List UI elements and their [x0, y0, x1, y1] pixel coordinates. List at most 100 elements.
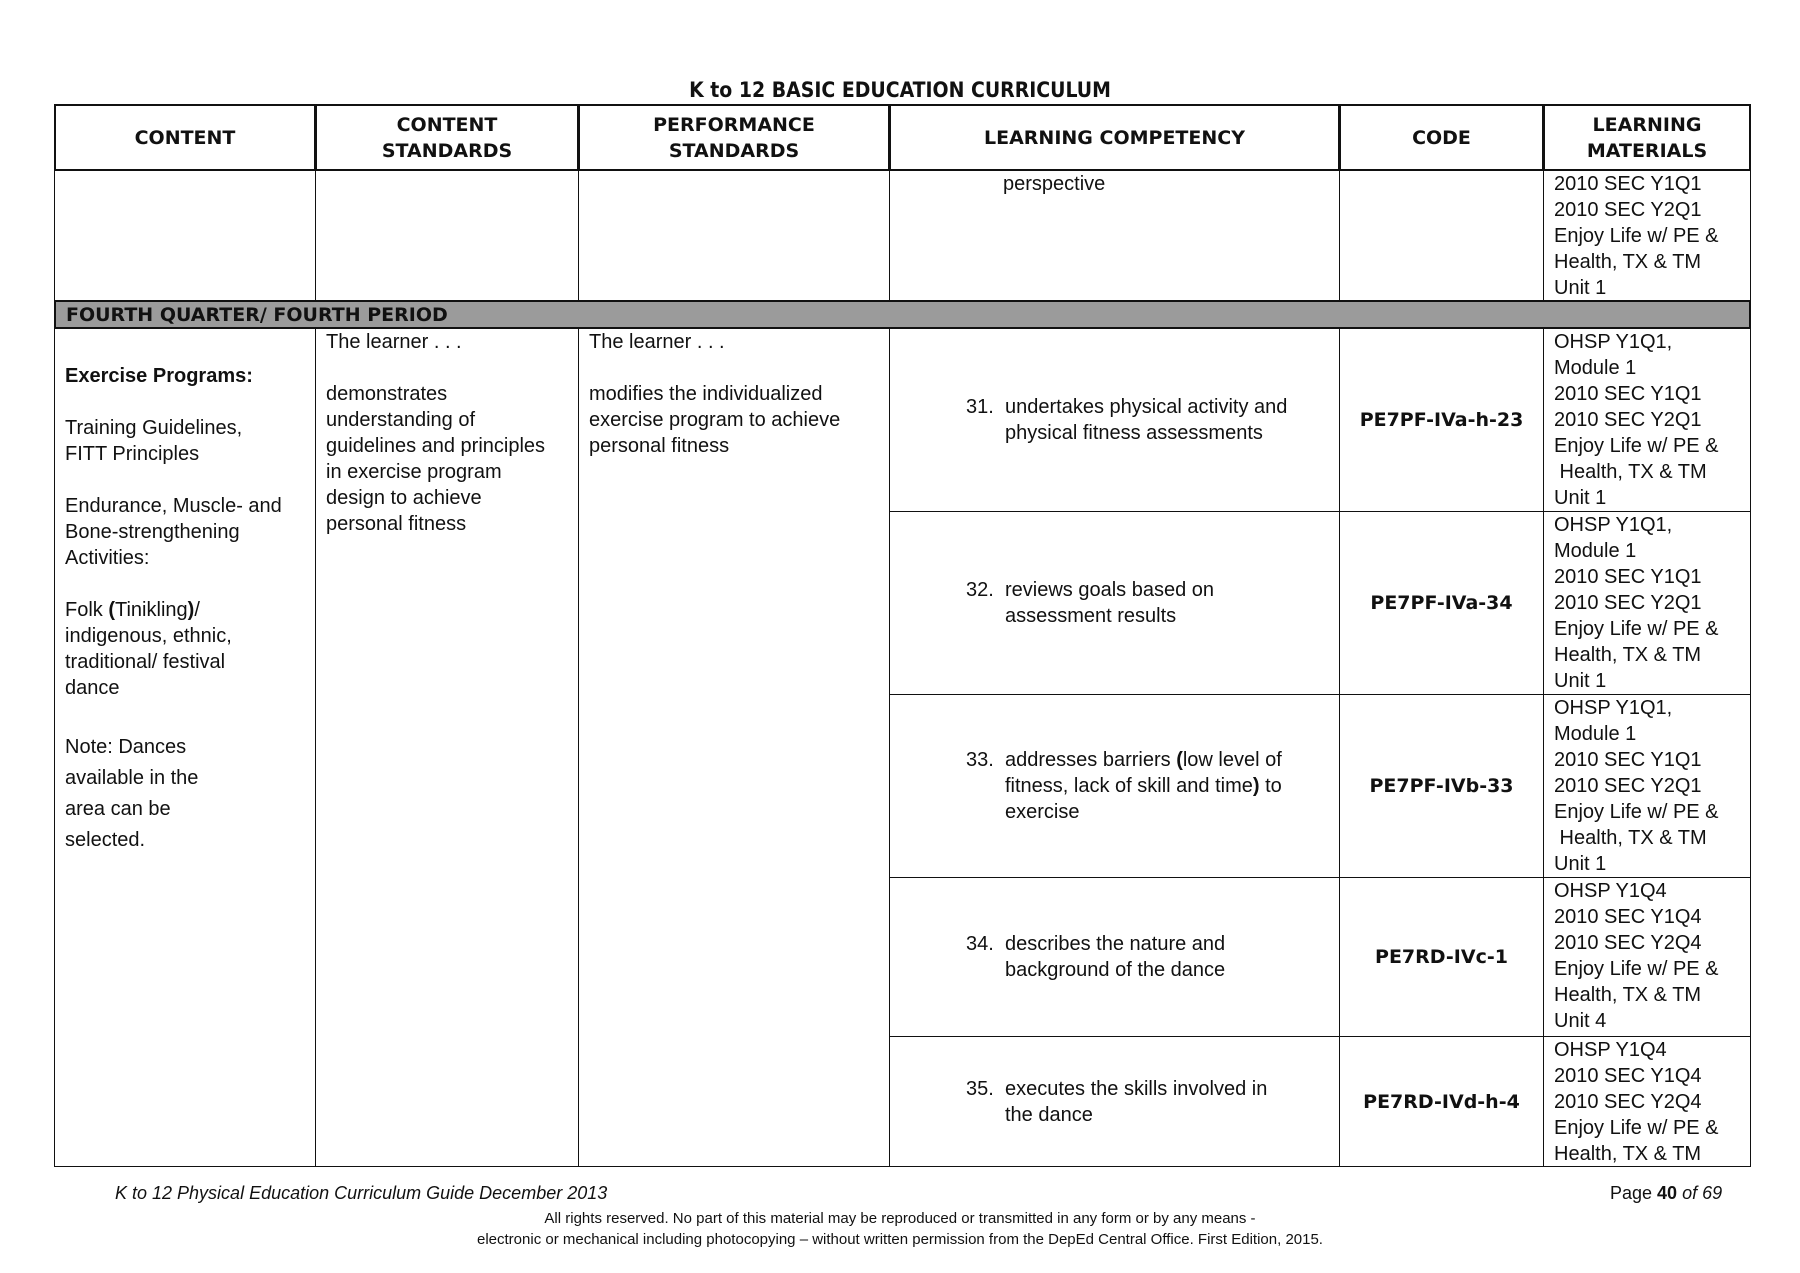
content-line: indigenous, ethnic,: [65, 625, 232, 647]
carryover-competency: perspective: [889, 170, 1340, 301]
page-number: Page 40 of 69: [1610, 1183, 1722, 1204]
content-line: Folk (Tinikling)/: [65, 597, 305, 623]
text: (: [1176, 749, 1183, 771]
header-code: CODE: [1339, 104, 1544, 171]
code-text: PE7PF-IVa-h-23: [1359, 409, 1524, 431]
content-standards-cell: The learner . . . demonstrates understan…: [315, 328, 579, 1167]
text: Page: [1610, 1183, 1658, 1203]
materials-31: OHSP Y1Q1, Module 1 2010 SEC Y1Q1 2010 SEC …: [1543, 328, 1751, 512]
material-line: Health, TX & TM: [1554, 251, 1702, 273]
content-line: Activities:: [65, 547, 150, 569]
material-line: 2010 SEC Y2Q1: [1554, 592, 1702, 614]
material-line: OHSP Y1Q1,: [1554, 331, 1673, 353]
competency-31: 31. undertakes physical activity and phys…: [889, 328, 1340, 512]
standards-line: in exercise program: [326, 461, 502, 483]
code-34: PE7RD-IVc-1: [1339, 877, 1544, 1037]
header-label: LEARNING COMPETENCY: [984, 126, 1245, 149]
material-line: Unit 1: [1554, 670, 1607, 692]
material-line: Enjoy Life w/ PE &: [1554, 225, 1719, 247]
section-label: FOURTH QUARTER/ FOURTH PERIOD: [66, 304, 448, 326]
document-title: K to 12 BASIC EDUCATION CURRICULUM: [689, 78, 1111, 102]
copyright-line: All rights reserved. No part of this mat…: [544, 1210, 1256, 1227]
text: Folk: [65, 599, 109, 621]
competency-33: 33. addresses barriers (low level of fit…: [889, 694, 1340, 878]
materials-35: OHSP Y1Q4 2010 SEC Y1Q4 2010 SEC Y2Q4 Enjoy…: [1543, 1036, 1751, 1167]
code-text: PE7PF-IVa-34: [1370, 592, 1513, 614]
competency-line: undertakes physical activity and: [1005, 396, 1288, 418]
code-text: PE7RD-IVc-1: [1375, 946, 1508, 968]
material-line: OHSP Y1Q1,: [1554, 697, 1673, 719]
competency-line: assessment results: [1005, 605, 1177, 627]
competency-line: fitness, lack of skill and time) to: [1005, 773, 1282, 799]
materials-34: OHSP Y1Q4 2010 SEC Y1Q4 2010 SEC Y2Q4 Enjoy…: [1543, 877, 1751, 1037]
competency-number: 31.: [966, 396, 994, 418]
competency-34: 34. describes the nature and background o…: [889, 877, 1340, 1037]
content-line: Bone-strengthening: [65, 521, 240, 543]
material-line: Health, TX & TM: [1554, 827, 1707, 849]
competency-line: addresses barriers (low level of: [1005, 747, 1282, 773]
content-heading: Exercise Programs:: [65, 365, 253, 387]
content-line: FITT Principles: [65, 443, 200, 465]
competency-number: 33.: [966, 749, 994, 771]
standards-line: personal fitness: [326, 513, 467, 535]
material-line: Module 1: [1554, 723, 1637, 745]
material-line: 2010 SEC Y2Q4: [1554, 932, 1702, 954]
header-learning-competency: LEARNING COMPETENCY: [889, 104, 1340, 171]
competency-line: the dance: [1005, 1103, 1093, 1126]
content-line: Endurance, Muscle- and: [65, 495, 282, 517]
materials-33: OHSP Y1Q1, Module 1 2010 SEC Y1Q1 2010 SEC …: [1543, 694, 1751, 878]
section-row-fourth-quarter: FOURTH QUARTER/ FOURTH PERIOD: [54, 300, 1751, 329]
competency-line: exercise: [1005, 801, 1080, 823]
content-cell: Exercise Programs: Training Guidelines, …: [54, 328, 316, 1167]
material-line: 2010 SEC Y1Q1: [1554, 173, 1702, 195]
material-line: Health, TX & TM: [1554, 1143, 1702, 1165]
competency-text: perspective: [1003, 173, 1106, 195]
carryover-performance-standards: [578, 170, 890, 301]
material-line: Health, TX & TM: [1554, 461, 1707, 483]
header-content-standards: CONTENT STANDARDS: [315, 104, 579, 171]
material-line: OHSP Y1Q1,: [1554, 514, 1673, 536]
text: fitness, lack of skill and time: [1005, 775, 1253, 797]
material-line: 2010 SEC Y2Q1: [1554, 775, 1702, 797]
standards-line: personal fitness: [589, 435, 730, 457]
standards-line: design to achieve: [326, 487, 482, 509]
material-line: 2010 SEC Y2Q1: [1554, 199, 1702, 221]
performance-standards-cell: The learner . . . modifies the individua…: [578, 328, 890, 1167]
competency-line: executes the skills involved in: [1005, 1077, 1268, 1100]
header-label: CONTENT STANDARDS: [381, 113, 513, 162]
text: ): [1252, 775, 1260, 797]
code-35: PE7RD-IVd-h-4: [1339, 1036, 1544, 1167]
note-line: selected.: [65, 829, 146, 851]
material-line: Enjoy Life w/ PE &: [1554, 1117, 1719, 1139]
material-line: Unit 1: [1554, 277, 1607, 299]
code-32: PE7PF-IVa-34: [1339, 511, 1544, 695]
competency-line: reviews goals based on: [1005, 579, 1215, 601]
material-line: 2010 SEC Y1Q4: [1554, 1065, 1702, 1087]
copyright-notice: All rights reserved. No part of this mat…: [0, 1208, 1800, 1250]
code-31: PE7PF-IVa-h-23: [1339, 328, 1544, 512]
material-line: 2010 SEC Y1Q1: [1554, 749, 1702, 771]
text: 40: [1657, 1183, 1678, 1203]
material-line: 2010 SEC Y2Q4: [1554, 1091, 1702, 1113]
footer-guide-title: K to 12 Physical Education Curriculum Gu…: [115, 1183, 608, 1203]
material-line: Enjoy Life w/ PE &: [1554, 435, 1719, 457]
material-line: Unit 4: [1554, 1010, 1607, 1032]
material-line: Health, TX & TM: [1554, 644, 1702, 666]
material-line: Enjoy Life w/ PE &: [1554, 958, 1719, 980]
text: (: [108, 599, 116, 621]
material-line: Health, TX & TM: [1554, 984, 1702, 1006]
material-line: 2010 SEC Y2Q1: [1554, 409, 1702, 431]
standards-line: demonstrates: [326, 383, 448, 405]
material-line: OHSP Y1Q4: [1554, 880, 1667, 902]
header-learning-materials: LEARNING MATERIALS: [1543, 104, 1751, 171]
header-performance-standards: PERFORMANCE STANDARDS: [578, 104, 890, 171]
header-content: CONTENT: [54, 104, 316, 171]
standards-line: modifies the individualized: [589, 383, 823, 405]
copyright-line: electronic or mechanical including photo…: [477, 1231, 1323, 1248]
text: low level of: [1182, 749, 1282, 771]
material-line: Enjoy Life w/ PE &: [1554, 801, 1719, 823]
carryover-content: [54, 170, 316, 301]
carryover-materials: 2010 SEC Y1Q1 2010 SEC Y2Q1 Enjoy Life w…: [1543, 170, 1751, 301]
text: to: [1259, 775, 1282, 797]
text: of 69: [1677, 1183, 1723, 1203]
